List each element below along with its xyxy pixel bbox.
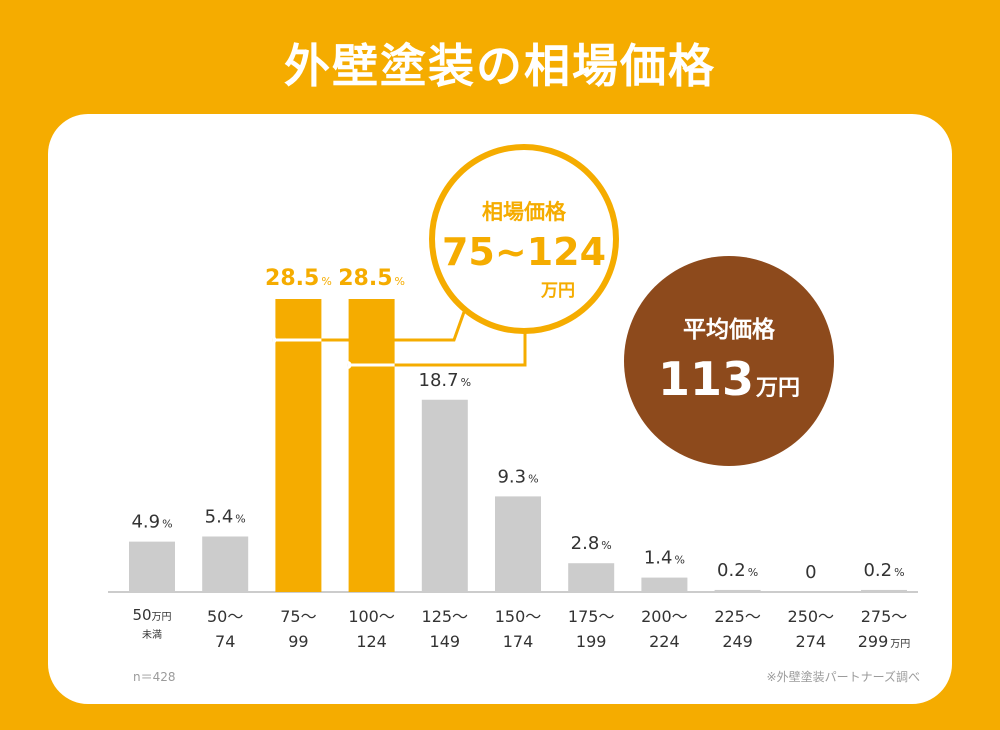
sample-size-note: n＝428 [133, 670, 176, 684]
tick-label-4: 125～ [422, 607, 469, 626]
tick-label-2-line2: 99 [288, 632, 308, 651]
data-label-8: 0.2% [717, 560, 758, 581]
data-label-9: 0 [805, 562, 816, 583]
connector-line-2 [347, 332, 527, 367]
data-label-2: 28.5% [265, 266, 332, 291]
average-callout-value-row: 113 万円 [658, 352, 800, 406]
tick-label-1: 50～ [207, 607, 243, 626]
bar-1 [202, 536, 249, 592]
tick-label-7-line2: 224 [649, 632, 680, 651]
data-label-5: 9.3% [497, 466, 538, 487]
tick-label-10-line2: 299 万円 [858, 632, 911, 651]
data-label-0: 4.9% [131, 512, 172, 533]
range-callout-unit: 万円 [541, 281, 575, 301]
connector-line-1 [272, 311, 466, 342]
tick-label-5-line2: 174 [503, 632, 534, 651]
tick-label-0: 50万円 [132, 606, 171, 624]
range-callout-value: 75~124 [441, 230, 607, 274]
data-label-10: 0.2% [863, 560, 904, 581]
tick-label-1-line2: 74 [215, 632, 235, 651]
tick-label-7: 200～ [641, 607, 688, 626]
average-callout: 平均価格 113 万円 [624, 256, 834, 466]
average-callout-unit: 万円 [756, 376, 801, 401]
bar-0 [129, 541, 175, 592]
bar-3 [348, 299, 395, 592]
bar-6 [568, 563, 615, 592]
data-label-4: 18.7% [419, 370, 472, 391]
bar-8 [714, 589, 761, 592]
tick-label-9-line2: 274 [796, 632, 827, 651]
tick-label-8-line2: 249 [722, 632, 753, 651]
tick-label-2: 75～ [280, 607, 316, 626]
range-callout: 相場価格 75~124 万円 [429, 144, 619, 334]
range-callout-label: 相場価格 [482, 200, 566, 224]
tick-label-3: 100～ [348, 607, 395, 626]
tick-label-3-line2: 124 [356, 632, 387, 651]
source-note: ※外壁塗装パートナーズ調べ [766, 670, 920, 684]
bar-10 [861, 589, 907, 592]
data-label-7: 1.4% [644, 548, 685, 569]
tick-label-9: 250～ [788, 607, 835, 626]
tick-label-10: 275～ [861, 607, 908, 626]
tick-label-8: 225～ [714, 607, 761, 626]
tick-label-0-sub: 未満 [142, 629, 162, 641]
page-title: 外壁塗装の相場価格 [284, 39, 716, 93]
tick-label-6: 175～ [568, 607, 615, 626]
bar-2 [275, 299, 322, 592]
tick-label-6-line2: 199 [576, 632, 607, 651]
bar-5 [495, 496, 541, 592]
bar-7 [641, 577, 688, 592]
data-label-3: 28.5% [338, 266, 405, 291]
data-label-6: 2.8% [571, 533, 612, 554]
average-callout-label: 平均価格 [683, 317, 775, 343]
tick-label-4-line2: 149 [430, 632, 461, 651]
data-label-1: 5.4% [205, 506, 246, 527]
bar-4 [421, 399, 468, 592]
tick-label-5: 150～ [495, 607, 542, 626]
average-callout-value: 113 [657, 352, 754, 406]
